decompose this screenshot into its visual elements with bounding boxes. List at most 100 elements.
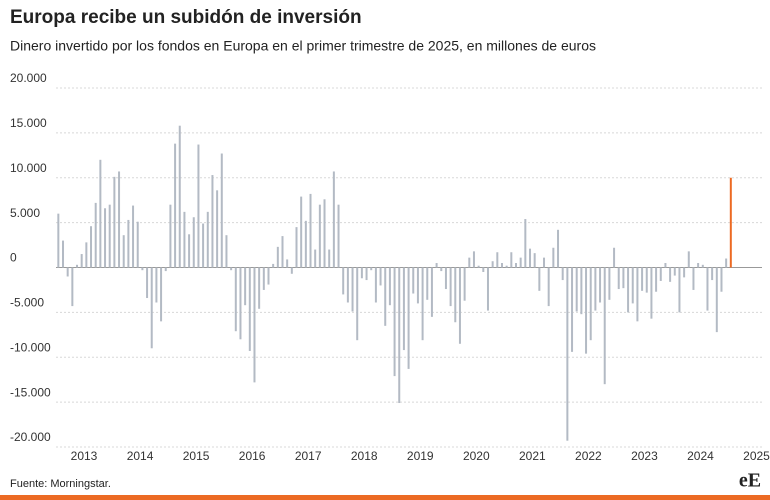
bar — [80, 254, 83, 268]
bar — [244, 267, 247, 306]
bar — [304, 220, 307, 268]
y-tick-label: -15.000 — [10, 385, 51, 399]
bar — [374, 267, 377, 303]
bar — [332, 171, 335, 268]
bar — [697, 263, 700, 268]
bar — [160, 267, 163, 322]
bar — [580, 267, 583, 315]
bar — [603, 267, 606, 385]
bar — [519, 257, 522, 268]
bar — [356, 267, 359, 341]
bar — [650, 267, 653, 319]
bar — [599, 267, 602, 303]
bar — [561, 267, 564, 281]
bar — [57, 213, 60, 268]
bar — [150, 267, 153, 349]
bar — [594, 267, 597, 311]
bar — [720, 267, 723, 292]
logo: eE — [739, 470, 761, 492]
bar — [524, 219, 527, 268]
chart-subtitle: Dinero invertido por los fondos en Europ… — [10, 38, 596, 54]
bar — [552, 247, 555, 268]
x-tick-label: 2016 — [239, 449, 266, 463]
bar — [183, 211, 186, 268]
bar — [76, 264, 79, 268]
bar — [575, 267, 578, 312]
bar — [262, 267, 265, 290]
bar — [533, 253, 536, 268]
bar — [608, 267, 611, 300]
bar — [155, 267, 158, 303]
bar — [585, 267, 588, 354]
y-tick-label: 10.000 — [10, 161, 47, 175]
bar — [589, 267, 592, 341]
bar — [178, 125, 181, 268]
x-tick-label: 2013 — [71, 449, 98, 463]
bar — [669, 267, 672, 282]
bar — [188, 234, 191, 268]
bar — [398, 267, 401, 404]
bar — [510, 252, 513, 268]
bar — [220, 153, 223, 268]
bar — [566, 267, 569, 441]
y-tick-label: -20.000 — [10, 430, 51, 444]
bar — [174, 143, 177, 268]
bar — [435, 263, 438, 268]
bar — [421, 267, 424, 341]
bar — [500, 263, 503, 268]
bar — [169, 204, 172, 268]
bar — [370, 267, 373, 271]
bar — [230, 267, 233, 271]
bar — [449, 267, 452, 307]
bar — [412, 267, 415, 294]
bar — [547, 267, 550, 307]
bar — [393, 267, 396, 377]
bar — [571, 267, 574, 352]
bar — [706, 267, 709, 311]
bar — [239, 267, 242, 340]
bar — [472, 251, 475, 268]
bar — [290, 267, 293, 274]
bar — [645, 267, 648, 293]
bar — [430, 267, 433, 317]
bar — [99, 159, 102, 268]
bar — [388, 267, 391, 306]
bar — [458, 267, 461, 344]
bar — [468, 257, 471, 268]
footer-bar — [0, 495, 770, 500]
y-tick-label: -5.000 — [10, 296, 44, 310]
bar — [62, 240, 65, 268]
bar — [543, 257, 546, 268]
bar — [692, 267, 695, 290]
bar — [94, 202, 97, 268]
bar — [701, 264, 704, 268]
bar — [454, 267, 457, 323]
bar — [636, 267, 639, 322]
bar — [314, 249, 317, 268]
bar — [557, 229, 560, 268]
bar — [617, 267, 620, 290]
bar — [141, 267, 144, 271]
y-tick-label: 5.000 — [10, 206, 40, 220]
bar — [505, 265, 508, 268]
bar — [300, 196, 303, 268]
bar — [132, 205, 135, 268]
bar — [407, 267, 410, 369]
bar — [664, 263, 667, 268]
bar — [197, 144, 200, 268]
x-tick-label: 2020 — [463, 449, 490, 463]
bar — [426, 267, 429, 300]
x-tick-label: 2021 — [519, 449, 546, 463]
bar — [529, 248, 532, 268]
bar — [192, 217, 195, 268]
bar — [206, 211, 209, 268]
bar — [655, 267, 658, 292]
bar — [365, 267, 368, 281]
bar — [360, 267, 363, 279]
bar — [337, 204, 340, 268]
bar — [104, 208, 107, 268]
bar — [136, 221, 139, 268]
bar — [234, 267, 237, 332]
bar — [318, 204, 321, 268]
bar — [113, 176, 116, 268]
